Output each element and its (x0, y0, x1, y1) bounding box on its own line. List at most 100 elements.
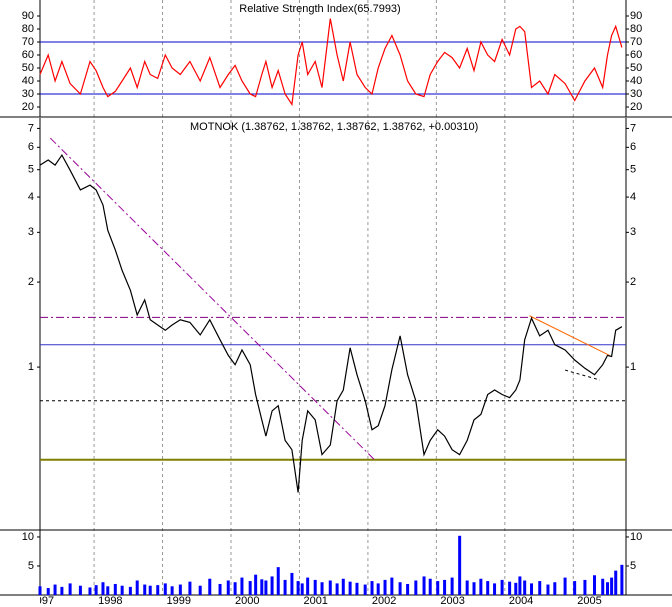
y-tick-label: 4 (28, 191, 34, 203)
volume-bar (390, 577, 394, 595)
volume-bar (264, 580, 268, 595)
volume-bar (508, 581, 512, 595)
y-tick-label: 80 (22, 23, 34, 35)
y-tick-label: 70 (630, 36, 642, 48)
y-tick-label: 30 (630, 88, 642, 100)
volume-bar (443, 579, 447, 595)
x-tick-label: 2001 (303, 595, 327, 607)
volume-bar (606, 582, 610, 595)
y-tick-label: 40 (630, 75, 642, 87)
volume-bar (101, 582, 105, 595)
y-tick-label: 20 (630, 101, 642, 113)
volume-bar (458, 535, 462, 595)
y-tick-label: 70 (22, 36, 34, 48)
x-axis: 1997 1998 1999 2000 2001 2002 2003 2004 2005 (30, 595, 602, 607)
x-tick-label: 2005 (577, 595, 601, 607)
y-tick-label: 60 (630, 49, 642, 61)
volume-bar (198, 585, 202, 595)
volume-bar (546, 584, 550, 595)
y-tick-label: 40 (22, 75, 34, 87)
volume-bar (53, 584, 57, 595)
volume-bar (348, 581, 352, 595)
volume-bar (68, 583, 72, 595)
volume-bar (313, 579, 317, 595)
trend-line (529, 315, 610, 356)
volume-bar (436, 581, 440, 595)
volume-bar (306, 577, 310, 595)
y-tick-label: 7 (28, 122, 34, 134)
y-tick-label: 6 (630, 141, 636, 153)
volume-bar (88, 587, 92, 595)
volume-bar (493, 583, 497, 595)
volume-bar (106, 586, 110, 595)
volume-bar (38, 586, 42, 595)
y-tick-label: 20 (22, 101, 34, 113)
volume-bar (226, 580, 230, 595)
volume-bar (355, 582, 359, 595)
volume-bar (128, 586, 132, 595)
volume-bar (328, 580, 332, 595)
y-tick-label: 30 (22, 88, 34, 100)
y-tick-label: 1 (28, 361, 34, 373)
volume-bar (363, 584, 367, 595)
volume-bar (188, 581, 192, 595)
x-tick-label: 2000 (235, 595, 259, 607)
volume-bar (208, 578, 212, 595)
y-tick-label: 5 (630, 560, 636, 572)
volume-bar (472, 582, 476, 595)
volume-bar (583, 579, 587, 595)
volume-bar (518, 576, 522, 595)
x-tick-label: 2002 (372, 595, 396, 607)
x-tick-label: 1999 (167, 595, 191, 607)
trend-line (49, 137, 376, 461)
volume-bar (414, 580, 418, 595)
volume-bar (486, 581, 490, 595)
volume-bar (260, 579, 264, 595)
volume-bar (573, 581, 577, 595)
volume-bar (143, 584, 147, 595)
x-tick-label: 2004 (509, 595, 533, 607)
volume-bar (500, 579, 504, 595)
volume-bar (450, 577, 454, 595)
volume-bar (614, 570, 618, 595)
volume-bar (465, 580, 469, 595)
volume-bar (163, 583, 167, 595)
volume-bar (553, 582, 557, 595)
y-tick-label: 5 (28, 164, 34, 176)
volume-bar (428, 578, 432, 595)
volume-bar (218, 583, 222, 595)
y-tick-label: 2 (630, 276, 636, 288)
volume-bar (601, 578, 605, 595)
volume-bar (514, 582, 518, 595)
y-tick-label: 10 (22, 531, 34, 543)
volume-bar (170, 586, 174, 595)
volume-bar (479, 578, 483, 595)
volume-bar (233, 582, 237, 595)
volume-bar (270, 576, 274, 595)
volume-bar (376, 583, 380, 595)
y-tick-label: 10 (630, 531, 642, 543)
y-tick-label: 6 (28, 141, 34, 153)
y-tick-label: 50 (630, 62, 642, 74)
volume-bar (120, 585, 124, 595)
volume-bar (156, 585, 160, 595)
volume-bar (335, 583, 339, 595)
volume-bar (341, 578, 345, 595)
y-tick-label: 5 (28, 560, 34, 572)
volume-bar (563, 577, 567, 595)
y-tick-label: 3 (28, 226, 34, 238)
volume-bar (283, 579, 287, 595)
volume-bar (113, 583, 117, 595)
y-tick-label: 80 (630, 23, 642, 35)
volume-bar (620, 564, 624, 595)
volume-bar (406, 583, 410, 595)
volume-bar (398, 582, 402, 595)
volume-bar (178, 584, 182, 595)
volume-bar (383, 579, 387, 595)
x-tick-label: 1997 (30, 595, 54, 607)
x-tick-label: 2003 (440, 595, 464, 607)
volume-bar (46, 588, 50, 595)
volume-bar (530, 583, 534, 595)
